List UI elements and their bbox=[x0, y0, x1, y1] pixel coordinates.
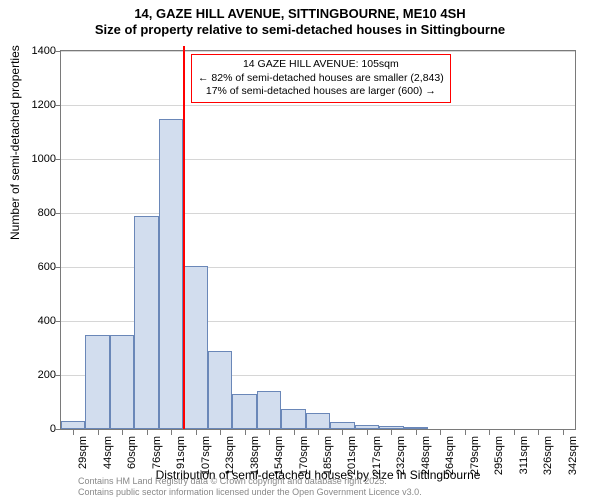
histogram-bar bbox=[159, 119, 183, 430]
x-tick-mark bbox=[294, 430, 295, 435]
x-tick-mark bbox=[342, 430, 343, 435]
x-tick-mark bbox=[147, 430, 148, 435]
y-tick-label: 400 bbox=[16, 315, 56, 327]
histogram-bar bbox=[379, 426, 403, 429]
x-tick-mark bbox=[122, 430, 123, 435]
x-tick-label: 29sqm bbox=[77, 436, 89, 469]
footer-attribution: Contains HM Land Registry data © Crown c… bbox=[78, 476, 422, 498]
histogram-bar bbox=[257, 391, 281, 429]
gridline bbox=[61, 159, 575, 160]
gridline bbox=[61, 213, 575, 214]
y-tick-label: 800 bbox=[16, 207, 56, 219]
annotation-title: 14 GAZE HILL AVENUE: 105sqm bbox=[198, 58, 444, 72]
x-tick-mark bbox=[416, 430, 417, 435]
y-tick-mark bbox=[55, 429, 60, 430]
y-tick-mark bbox=[55, 321, 60, 322]
x-tick-mark bbox=[171, 430, 172, 435]
x-tick-mark bbox=[245, 430, 246, 435]
y-tick-label: 1000 bbox=[16, 153, 56, 165]
y-tick-label: 200 bbox=[16, 369, 56, 381]
y-tick-label: 600 bbox=[16, 261, 56, 273]
histogram-bar bbox=[134, 216, 158, 429]
histogram-bar bbox=[404, 427, 428, 429]
x-tick-mark bbox=[514, 430, 515, 435]
x-tick-mark bbox=[440, 430, 441, 435]
y-tick-mark bbox=[55, 267, 60, 268]
x-tick-mark bbox=[220, 430, 221, 435]
x-tick-label: 76sqm bbox=[151, 436, 163, 469]
histogram-bar bbox=[110, 335, 134, 430]
x-tick-mark bbox=[367, 430, 368, 435]
y-tick-mark bbox=[55, 375, 60, 376]
chart-container: 14, GAZE HILL AVENUE, SITTINGBOURNE, ME1… bbox=[0, 0, 600, 500]
x-tick-mark bbox=[538, 430, 539, 435]
histogram-bar bbox=[208, 351, 232, 429]
annotation-line-3: 17% of semi-detached houses are larger (… bbox=[198, 85, 444, 99]
x-tick-mark bbox=[465, 430, 466, 435]
y-tick-label: 1200 bbox=[16, 99, 56, 111]
x-tick-mark bbox=[489, 430, 490, 435]
histogram-bar bbox=[61, 421, 85, 429]
reference-marker-line bbox=[183, 46, 185, 429]
y-tick-mark bbox=[55, 105, 60, 106]
y-tick-mark bbox=[55, 51, 60, 52]
histogram-bar bbox=[85, 335, 109, 430]
histogram-bar bbox=[281, 409, 305, 429]
footer-line-1: Contains HM Land Registry data © Crown c… bbox=[78, 476, 422, 487]
annotation-box: 14 GAZE HILL AVENUE: 105sqm← 82% of semi… bbox=[191, 54, 451, 103]
x-tick-mark bbox=[196, 430, 197, 435]
footer-line-2: Contains public sector information licen… bbox=[78, 487, 422, 498]
y-tick-label: 1400 bbox=[16, 45, 56, 57]
gridline bbox=[61, 51, 575, 52]
x-tick-mark bbox=[563, 430, 564, 435]
chart-subtitle: Size of property relative to semi-detach… bbox=[0, 22, 600, 38]
y-tick-mark bbox=[55, 213, 60, 214]
histogram-bar bbox=[306, 413, 330, 429]
x-tick-mark bbox=[269, 430, 270, 435]
y-tick-mark bbox=[55, 159, 60, 160]
y-tick-label: 0 bbox=[16, 423, 56, 435]
chart-title: 14, GAZE HILL AVENUE, SITTINGBOURNE, ME1… bbox=[0, 0, 600, 22]
x-tick-mark bbox=[98, 430, 99, 435]
plot-area: 14 GAZE HILL AVENUE: 105sqm← 82% of semi… bbox=[60, 50, 576, 430]
histogram-bar bbox=[232, 394, 256, 429]
x-tick-label: 60sqm bbox=[126, 436, 138, 469]
x-tick-mark bbox=[73, 430, 74, 435]
x-tick-mark bbox=[391, 430, 392, 435]
histogram-bar bbox=[330, 422, 354, 429]
histogram-bar bbox=[183, 266, 207, 429]
annotation-line-2: ← 82% of semi-detached houses are smalle… bbox=[198, 72, 444, 86]
x-tick-label: 44sqm bbox=[102, 436, 114, 469]
histogram-bar bbox=[355, 425, 379, 429]
gridline bbox=[61, 105, 575, 106]
x-tick-label: 91sqm bbox=[175, 436, 187, 469]
x-tick-mark bbox=[318, 430, 319, 435]
